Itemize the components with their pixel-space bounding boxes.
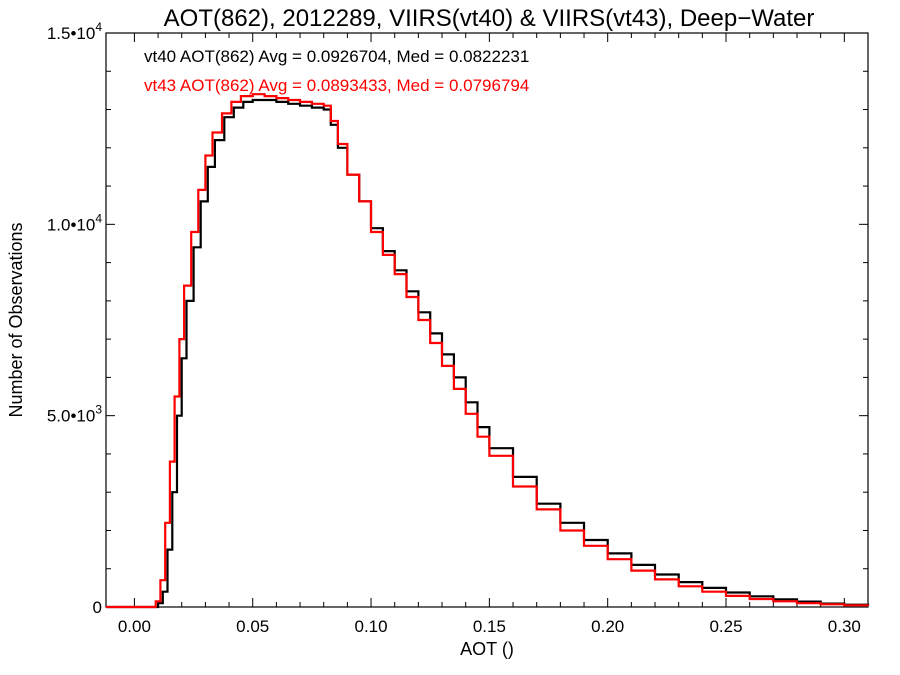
series-layer bbox=[106, 93, 870, 609]
x-tick-label: 0.15 bbox=[473, 617, 506, 636]
y-tick-label: 0 bbox=[93, 598, 102, 617]
chart-title: AOT(862), 2012289, VIIRS(vt40) & VIIRS(v… bbox=[164, 5, 815, 32]
x-axis-label: AOT () bbox=[460, 639, 514, 659]
x-tick-label: 0.10 bbox=[354, 617, 387, 636]
y-tick-label: 1.0•104 bbox=[47, 211, 103, 234]
y-tick-label: 5.0•103 bbox=[47, 403, 103, 426]
x-tick-label: 0.20 bbox=[591, 617, 624, 636]
series-line-vt40 bbox=[106, 98, 870, 609]
y-axis-ticks: 0 5.0•103 1.0•104 1.5•104 bbox=[47, 20, 868, 617]
plot-frame bbox=[105, 32, 869, 608]
x-tick-label: 0.00 bbox=[118, 617, 151, 636]
x-tick-label: 0.30 bbox=[828, 617, 861, 636]
y-axis-label: Number of Observations bbox=[6, 222, 26, 417]
x-axis-ticks: 0.00 0.05 0.10 0.15 0.20 0.25 0.30 bbox=[118, 33, 861, 636]
legend-entry-vt43: vt43 AOT(862) Avg = 0.0893433, Med = 0.0… bbox=[144, 76, 529, 95]
y-tick-label: 1.5•104 bbox=[47, 20, 103, 43]
x-tick-label: 0.25 bbox=[709, 617, 742, 636]
legend-entry-vt40: vt40 AOT(862) Avg = 0.0926704, Med = 0.0… bbox=[144, 47, 529, 66]
x-tick-label: 0.05 bbox=[236, 617, 269, 636]
series-line-vt43 bbox=[106, 93, 870, 609]
